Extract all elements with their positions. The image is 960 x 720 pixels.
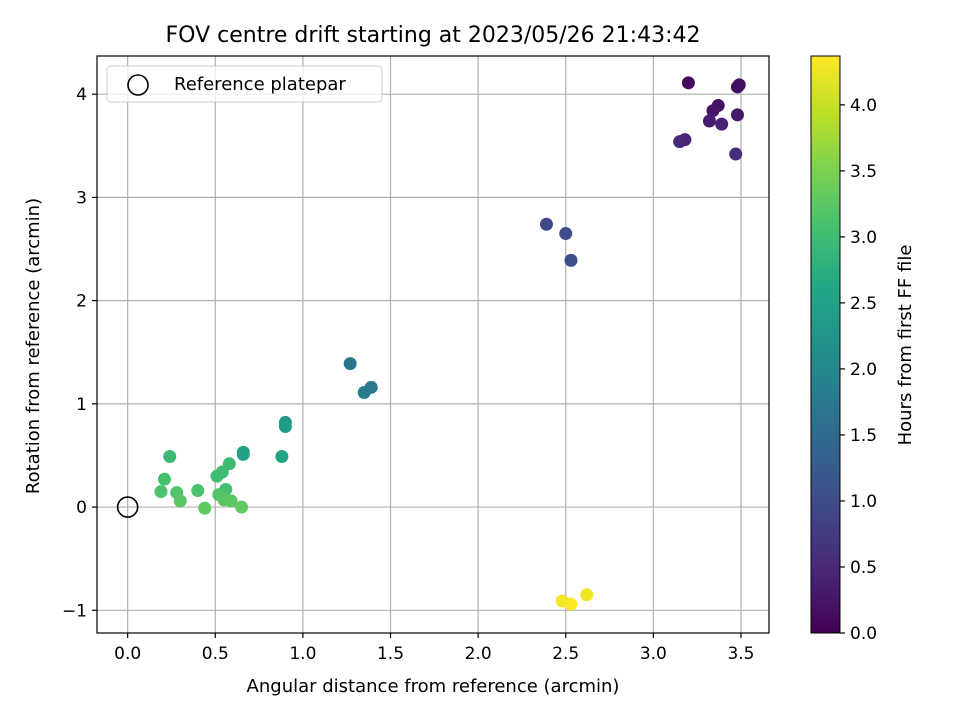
data-point bbox=[357, 385, 371, 399]
legend: Reference platepar bbox=[106, 65, 383, 103]
colorbar-tick-label: 1.5 bbox=[850, 426, 877, 446]
y-tick-label: 1 bbox=[76, 395, 87, 415]
x-tick-label: 2.0 bbox=[465, 644, 492, 664]
data-point bbox=[210, 469, 224, 483]
y-tick-label: 2 bbox=[76, 292, 87, 312]
x-tick-label: 2.5 bbox=[552, 644, 579, 664]
data-point bbox=[539, 217, 553, 231]
colorbar-frame bbox=[810, 55, 841, 634]
data-point bbox=[673, 135, 687, 149]
colorbar-tick-label: 0.5 bbox=[850, 558, 877, 578]
colorbar-tick-label: 3.5 bbox=[850, 162, 877, 182]
data-point bbox=[706, 104, 720, 118]
data-point bbox=[224, 494, 238, 508]
axes-frame bbox=[96, 55, 770, 634]
data-point bbox=[730, 108, 744, 122]
y-axis-ticks: −1 0 1 2 3 4 bbox=[62, 85, 97, 621]
y-axis-label: Rotation from reference (arcmin) bbox=[23, 198, 44, 494]
colorbar-tick-label: 2.5 bbox=[850, 294, 877, 314]
data-point bbox=[278, 420, 292, 434]
colorbar-tick-label: 0.0 bbox=[850, 624, 877, 644]
colorbar-tick-label: 2.0 bbox=[850, 360, 877, 380]
scatter-points bbox=[154, 76, 746, 611]
data-point bbox=[702, 114, 716, 128]
x-axis-label: Angular distance from reference (arcmin) bbox=[247, 676, 620, 697]
data-point bbox=[681, 76, 695, 90]
legend-hollow-circle-icon bbox=[127, 74, 149, 96]
data-point bbox=[343, 357, 357, 371]
data-point bbox=[564, 253, 578, 267]
data-point bbox=[173, 494, 187, 508]
colorbar-tick-label: 1.0 bbox=[850, 492, 877, 512]
data-point bbox=[559, 227, 573, 241]
y-tick-label: −1 bbox=[62, 601, 87, 621]
data-point bbox=[580, 588, 594, 602]
data-point bbox=[730, 80, 744, 94]
x-tick-label: 3.5 bbox=[727, 644, 754, 664]
data-point bbox=[564, 597, 578, 611]
legend-label-reference-platepar: Reference platepar bbox=[174, 74, 346, 95]
data-point bbox=[715, 117, 729, 131]
colorbar-ticks: 0.0 0.5 1.0 1.5 2.0 2.5 3.0 3.5 4.0 bbox=[840, 96, 877, 644]
data-point bbox=[198, 501, 212, 515]
data-point bbox=[154, 485, 168, 499]
x-axis-ticks: 0.0 0.5 1.0 1.5 2.0 2.5 3.0 3.5 bbox=[114, 633, 754, 664]
reference-platepar-marker bbox=[116, 496, 139, 518]
data-point bbox=[157, 472, 171, 486]
colorbar-gradient bbox=[811, 56, 840, 633]
y-tick-label: 0 bbox=[76, 498, 87, 518]
y-tick-label: 4 bbox=[76, 85, 87, 105]
x-tick-label: 0.5 bbox=[202, 644, 229, 664]
colorbar-tick-label: 4.0 bbox=[850, 96, 877, 116]
colorbar-tick-label: 3.0 bbox=[850, 228, 877, 248]
chart-title: FOV centre drift starting at 2023/05/26 … bbox=[166, 23, 701, 48]
data-point bbox=[163, 449, 177, 463]
legend-box bbox=[106, 65, 383, 103]
x-tick-label: 1.0 bbox=[289, 644, 316, 664]
y-tick-label: 3 bbox=[76, 188, 87, 208]
data-point bbox=[236, 447, 250, 461]
colorbar-label: Hours from first FF file bbox=[895, 245, 916, 446]
data-point bbox=[275, 449, 289, 463]
x-tick-label: 1.5 bbox=[377, 644, 404, 664]
data-point bbox=[235, 500, 249, 514]
data-point bbox=[191, 484, 205, 498]
x-tick-label: 3.0 bbox=[640, 644, 667, 664]
data-point bbox=[729, 147, 743, 161]
x-tick-label: 0.0 bbox=[114, 644, 141, 664]
